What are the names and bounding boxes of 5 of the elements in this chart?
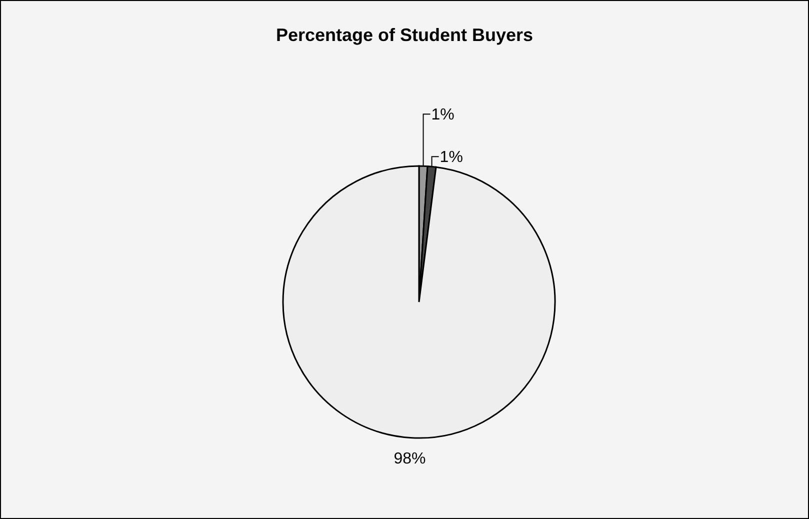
data-label: 1% — [431, 106, 454, 124]
pie-slice — [282, 165, 556, 438]
data-label: 1% — [440, 149, 463, 166]
chart-title: Percentage of Student Buyers — [274, 25, 534, 46]
data-label: 98% — [394, 450, 426, 468]
